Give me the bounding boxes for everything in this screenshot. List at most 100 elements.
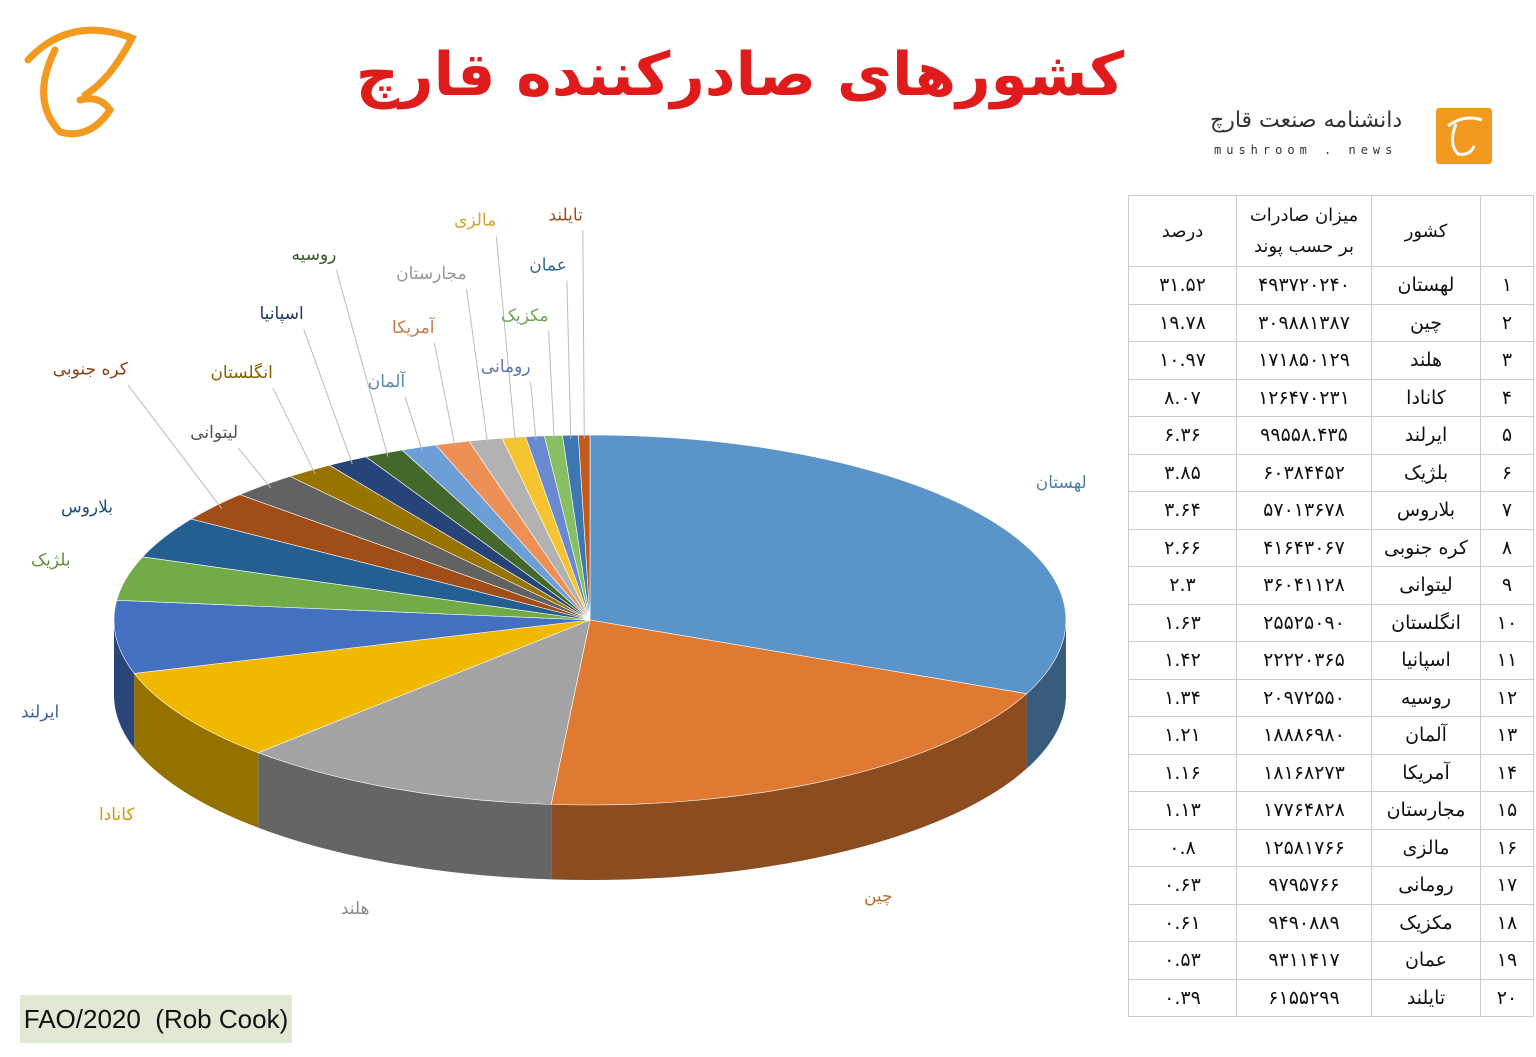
table-cell: ۰.۸ — [1128, 828, 1237, 867]
table-cell: مالزی — [1371, 828, 1481, 867]
table-cell: ۴ — [1480, 378, 1534, 417]
table-cell: ۱۷۱۸۵۰۱۲۹ — [1236, 341, 1372, 380]
slice-side — [134, 673, 259, 828]
table-row: ۳ هلند ۱۷۱۸۵۰۱۲۹ ۱۰.۹۷ — [1128, 341, 1534, 380]
slice-side — [258, 752, 552, 880]
slice — [257, 619, 591, 805]
table-cell: عمان — [1371, 941, 1481, 980]
slice-label: هلند — [341, 899, 370, 919]
table-row: ۱۷ رومانی ۹۷۹۵۷۶۶ ۰.۶۳ — [1128, 866, 1534, 905]
table-cell: ۲.۶۶ — [1128, 528, 1237, 567]
leader-line — [127, 384, 223, 510]
table-cell: انگلستان — [1371, 603, 1481, 642]
table-cell: ۲۰۹۷۲۵۵۰ — [1236, 678, 1372, 717]
header-line: بر حسب پوند — [1253, 236, 1354, 257]
table-cell: آلمان — [1371, 716, 1481, 755]
table-cell: ۶.۳۶ — [1128, 416, 1237, 455]
leader-line — [303, 328, 353, 465]
table-cell: کره جنوبی — [1371, 528, 1481, 567]
table-cell: چین — [1371, 303, 1481, 342]
table: کشور میزان صادرات بر حسب پوند درصد ۱ لهستا… — [1128, 195, 1534, 1017]
table-cell: ایرلند — [1371, 416, 1481, 455]
leader-line — [466, 288, 489, 444]
table-cell: ۲.۳ — [1128, 566, 1237, 605]
table-cell: ۸ — [1480, 528, 1534, 567]
slice-label: بلاروس — [61, 498, 113, 518]
table-row: ۴ کانادا ۱۲۶۴۷۰۲۳۱ ۸.۰۷ — [1128, 378, 1534, 417]
header-cell — [1480, 195, 1534, 267]
table-cell: ۶ — [1480, 453, 1534, 492]
slice-label: چین — [864, 886, 893, 906]
leader-line — [335, 269, 389, 457]
table-cell: لیتوانی — [1371, 566, 1481, 605]
table-cell: بلاروس — [1371, 491, 1481, 530]
logo-site: mushroom . news — [1214, 143, 1398, 157]
leader-line — [582, 230, 585, 439]
table-cell: ۳۱.۵۲ — [1128, 266, 1237, 305]
slice — [550, 619, 1028, 806]
table-cell: ۱۲۵۸۱۷۶۶ — [1236, 828, 1372, 867]
slice-label: انگلستان — [210, 362, 272, 383]
table-cell: ۱۳ — [1480, 716, 1534, 755]
table-cell: اسپانیا — [1371, 641, 1481, 680]
table-row: ۱۸ مکزیک ۹۴۹۰۸۸۹ ۰.۶۱ — [1128, 903, 1534, 942]
table-cell: روسیه — [1371, 678, 1481, 717]
table-cell: ۲۵۵۲۵۰۹۰ — [1236, 603, 1372, 642]
table-cell: ۰.۶۱ — [1128, 903, 1237, 942]
table-row: ۷ بلاروس ۵۷۰۱۳۶۷۸ ۳.۶۴ — [1128, 491, 1534, 530]
table-cell: ۴۱۶۴۳۰۶۷ — [1236, 528, 1372, 567]
leader-line — [272, 387, 316, 474]
table-cell: ۱.۱۶ — [1128, 753, 1237, 792]
table-row: ۱۹ عمان ۹۳۱۱۴۱۷ ۰.۵۳ — [1128, 941, 1534, 980]
chart: لهستان چین هلند کانادا ایرلند بلژیک بلاروس کره … — [21, 26, 1087, 919]
header-cell: درصد — [1128, 195, 1237, 267]
table-row: ۱۱ اسپانیا ۲۲۲۲۰۳۶۵ ۱.۴۲ — [1128, 641, 1534, 680]
table-cell: ۱۷ — [1480, 866, 1534, 905]
table-cell: ۴۹۳۷۲۰۲۴۰ — [1236, 266, 1372, 305]
table-cell: هلند — [1371, 341, 1481, 380]
table-cell: ۱۰ — [1480, 603, 1534, 642]
slice-label: آلمان — [368, 370, 407, 392]
table-cell: کانادا — [1371, 378, 1481, 417]
slice-label: اسپانیا — [259, 304, 303, 324]
table-row: ۲۰ تایلند ۶۱۵۵۲۹۹ ۰.۳۹ — [1128, 978, 1534, 1017]
table-cell: ۵۷۰۱۳۶۷۸ — [1236, 491, 1372, 530]
slice-label: تایلند — [548, 205, 583, 225]
table-cell: ۱۶ — [1480, 828, 1534, 867]
logo-icon — [1436, 108, 1492, 164]
table-cell: آمریکا — [1371, 753, 1481, 792]
table-cell: ۱۲ — [1480, 678, 1534, 717]
table-cell: ۱۱ — [1480, 641, 1534, 680]
table-cell: ۱۷۷۶۴۸۲۸ — [1236, 791, 1372, 830]
slice-side — [551, 693, 1027, 880]
table-cell: ۱۹ — [1480, 941, 1534, 980]
leader-line — [530, 381, 537, 440]
table-row: ۱۶ مالزی ۱۲۵۸۱۷۶۶ ۰.۸ — [1128, 828, 1534, 867]
slice — [589, 434, 1067, 695]
table-row: ۶ بلژیک ۶۰۳۸۴۴۵۲ ۳.۸۵ — [1128, 453, 1534, 492]
slice — [133, 619, 591, 754]
slice-side — [114, 620, 135, 749]
table-cell: ۹۴۹۰۸۸۹ — [1236, 903, 1372, 942]
slice-label: کانادا — [99, 805, 135, 825]
header-cell: میزان صادرات بر حسب پوند — [1236, 195, 1372, 267]
table-cell: ۹۳۱۱۴۱۷ — [1236, 941, 1372, 980]
leader-line — [548, 331, 555, 440]
slice-label: بلژیک — [31, 551, 71, 571]
table-cell: ۱.۱۳ — [1128, 791, 1237, 830]
table-row: ۱ لهستان ۴۹۳۷۲۰۲۴۰ ۳۱.۵۲ — [1128, 266, 1534, 305]
slice — [113, 599, 591, 674]
table-cell: مکزیک — [1371, 903, 1481, 942]
source: FAO/2020 (Rob Cook) — [20, 995, 292, 1043]
table-cell: ۰.۵۳ — [1128, 941, 1237, 980]
slice-label: مالزی — [454, 211, 496, 231]
logo-mark — [24, 26, 137, 138]
table-cell: بلژیک — [1371, 453, 1481, 492]
table-cell: ۱۹.۷۸ — [1128, 303, 1237, 342]
slice-label: لیتوانی — [190, 423, 238, 443]
table-row: ۵ ایرلند ۹۹۵۵۸.۴۳۵ ۶.۳۶ — [1128, 416, 1534, 455]
table-cell: ۳.۸۵ — [1128, 453, 1237, 492]
table-row: ۱۳ آلمان ۱۸۸۸۶۹۸۰ ۱.۲۱ — [1128, 716, 1534, 755]
leader-line — [566, 280, 572, 439]
